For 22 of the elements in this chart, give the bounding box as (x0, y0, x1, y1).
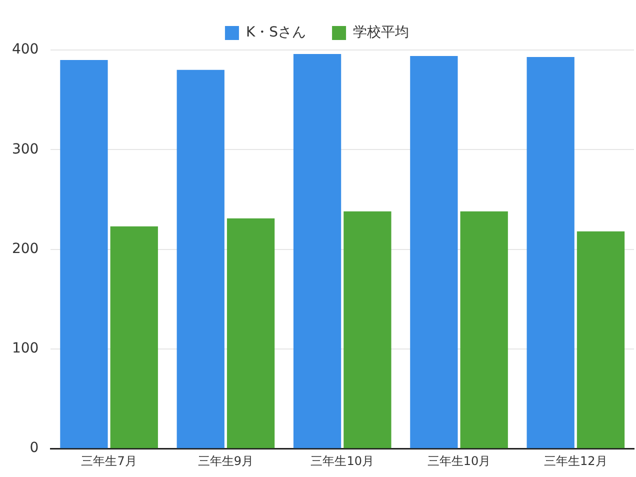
bar (293, 54, 342, 448)
x-tick-label: 三年生9月 (198, 454, 254, 468)
x-tick-label: 三年生10月 (310, 454, 374, 468)
bar (176, 70, 224, 448)
legend-label: 学校平均 (353, 24, 410, 41)
bar (460, 211, 508, 448)
bar (576, 231, 625, 448)
bar (526, 56, 574, 448)
x-tick-label: 三年生7月 (81, 454, 137, 468)
y-tick-label: 300 (12, 141, 39, 158)
y-tick-label: 100 (12, 340, 39, 357)
y-tick-label: 200 (12, 240, 39, 257)
bar (226, 218, 275, 448)
y-tick-label: 400 (12, 42, 39, 58)
x-tick-label: 三年生10月 (427, 454, 491, 468)
bar (410, 56, 458, 448)
bar (60, 60, 108, 448)
legend-label: K・Sさん (246, 24, 306, 41)
bar (110, 226, 158, 448)
x-tick-label: 三年生12月 (544, 454, 608, 468)
bar (344, 211, 392, 448)
y-tick-label: 0 (30, 440, 39, 456)
